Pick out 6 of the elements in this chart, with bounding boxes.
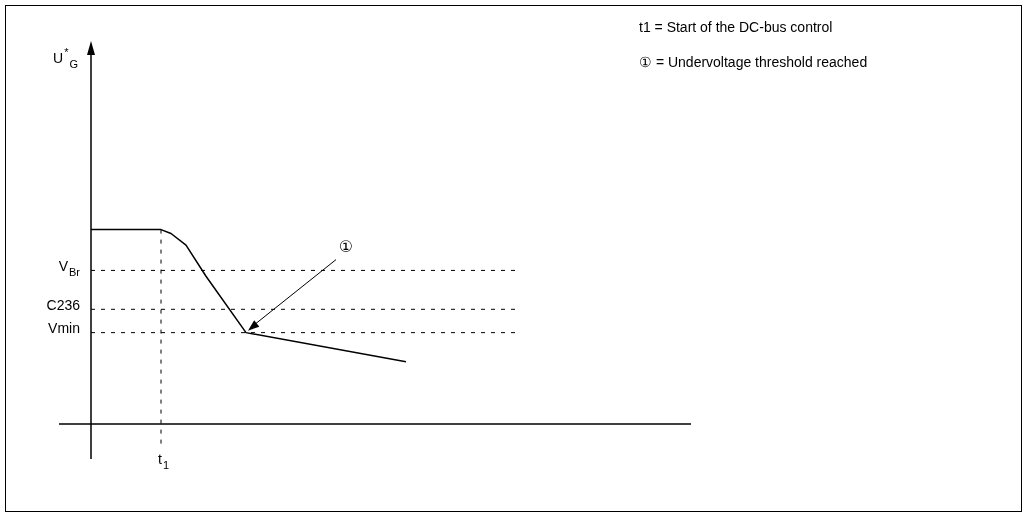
text: ① = Undervoltage threshold reached [639, 54, 869, 71]
annotation: ① [338, 236, 354, 256]
ref-line-label: Vmin [48, 320, 81, 337]
ref-line-label: C236 [46, 297, 81, 314]
text: U*G [53, 46, 79, 71]
text: t1 = Start of the DC-bus control [639, 19, 834, 36]
